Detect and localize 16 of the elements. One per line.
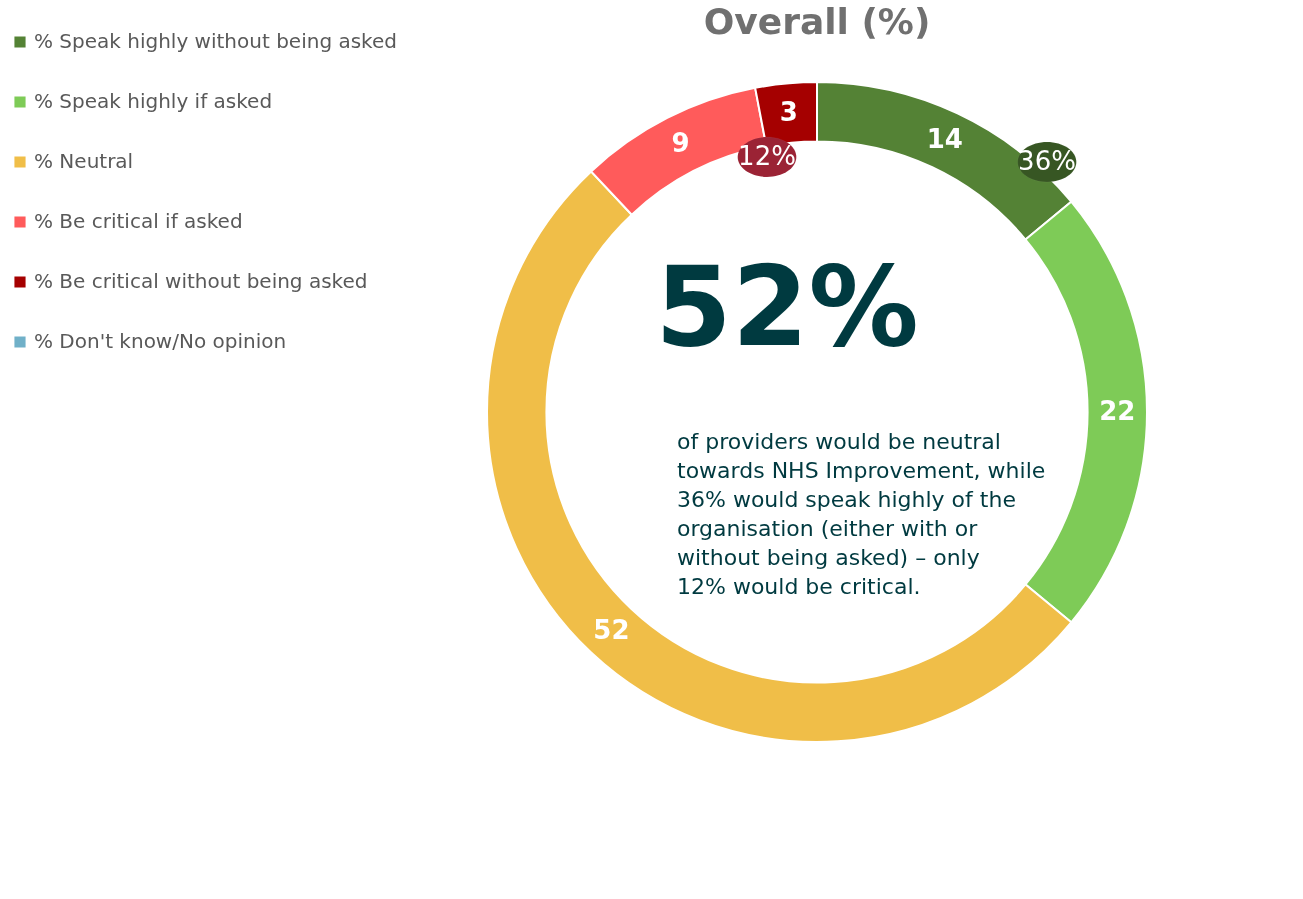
text: 12% (738, 141, 796, 171)
data-label: 22 (1099, 396, 1136, 426)
data-label: 9 (671, 128, 690, 159)
data-label: 3 (779, 97, 798, 128)
chart-title: Overall (%) (703, 1, 931, 42)
legend-label: % Speak highly without being asked (34, 29, 397, 53)
legend-label: % Neutral (34, 149, 134, 173)
data-label: 14 (926, 124, 963, 155)
legend-label: % Speak highly if asked (34, 89, 273, 113)
legend-label: % Don't know/No opinion (34, 329, 287, 353)
legend-label: % Be critical if asked (34, 209, 243, 233)
data-label: 52 (593, 614, 630, 645)
text: 52% (655, 243, 919, 371)
legend-label: % Be critical without being asked (34, 269, 368, 293)
text: 36% (1018, 146, 1076, 176)
text: of providers would be neutral towards NHS Improvement, while 36% would speak highly of the organisation (either with or without being asked) – only 12% would be critical. (677, 429, 1046, 599)
